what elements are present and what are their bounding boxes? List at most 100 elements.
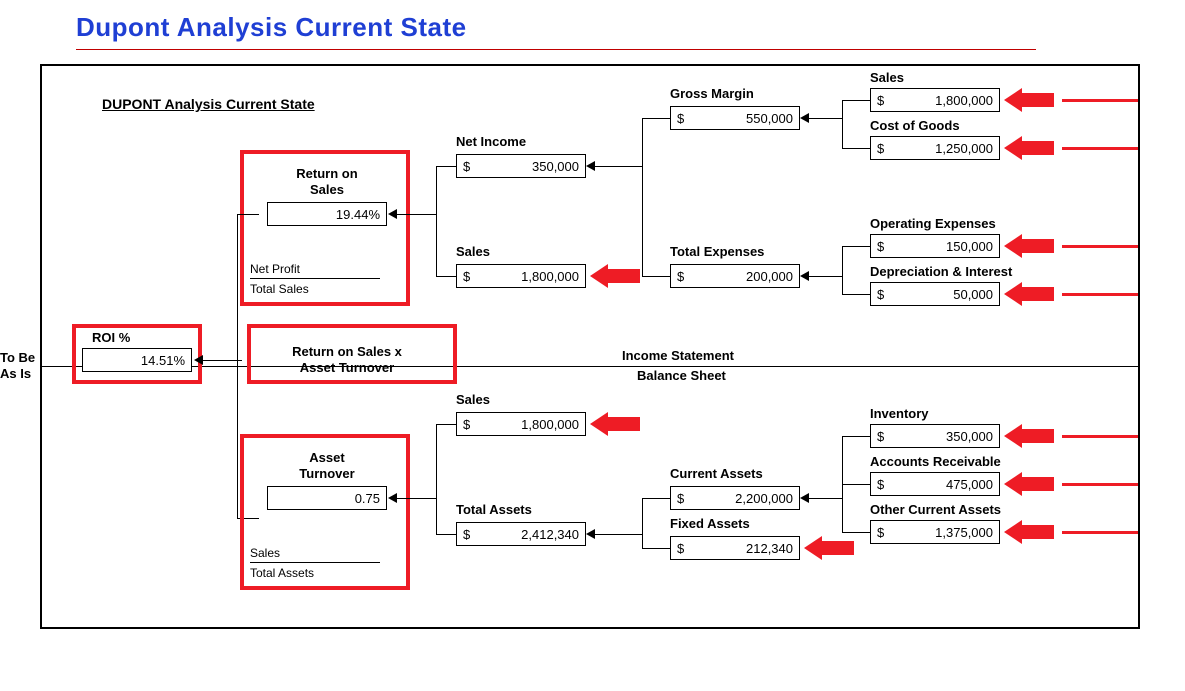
ros-valuebox: 19.44% (267, 202, 387, 226)
conn-ros-in (396, 214, 436, 215)
sales-b-valuebox: $ 1,800,000 (456, 412, 586, 436)
at-valuebox: 0.75 (267, 486, 387, 510)
edge-redline-3 (1062, 245, 1138, 248)
c4-ni-bracket-v (642, 118, 643, 276)
sales-b-cur: $ (463, 417, 470, 432)
total-assets-valuebox: $ 2,412,340 (456, 522, 586, 546)
total-exp-value: 200,000 (684, 269, 793, 284)
at-num: Sales (250, 546, 280, 560)
depint-cur: $ (877, 287, 884, 302)
at-den: Total Assets (250, 566, 314, 580)
midline (42, 366, 1138, 367)
depint-red-arrow-icon (1004, 286, 1054, 302)
net-income-value: 350,000 (470, 159, 579, 174)
ar-value: 475,000 (884, 477, 993, 492)
at-label1: Asset (267, 450, 387, 465)
c3-bracket-lower-h1 (436, 424, 456, 425)
fixed-assets-label: Fixed Assets (670, 516, 750, 531)
sales-c-value: 1,800,000 (884, 93, 993, 108)
oca-red-arrow-icon (1004, 524, 1054, 540)
roi-valuebox: 14.51% (82, 348, 192, 372)
midline-top-label: Income Statement (622, 348, 734, 363)
conn-mult-vert (237, 214, 238, 518)
sales-b-red-arrow-icon (590, 416, 640, 432)
sales-c-valuebox: $ 1,800,000 (870, 88, 1000, 112)
c4-ni-bracket-h2 (642, 276, 670, 277)
c4-ta-in (594, 534, 642, 535)
ros-label2: Sales (267, 182, 387, 197)
page-root: Dupont Analysis Current State To Be As I… (0, 0, 1185, 691)
oca-label: Other Current Assets (870, 502, 1001, 517)
arrow-ta-icon (586, 529, 595, 539)
c3-bracket-upper-h1 (436, 166, 456, 167)
ros-label1: Return on (267, 166, 387, 181)
ar-valuebox: $ 475,000 (870, 472, 1000, 496)
gross-margin-value: 550,000 (684, 111, 793, 126)
inventory-label: Inventory (870, 406, 929, 421)
ros-den: Total Sales (250, 282, 309, 296)
sales-c-cur: $ (877, 93, 884, 108)
sales-a-valuebox: $ 1,800,000 (456, 264, 586, 288)
cogs-value: 1,250,000 (884, 141, 993, 156)
fixed-assets-valuebox: $ 212,340 (670, 536, 800, 560)
inventory-cur: $ (877, 429, 884, 444)
net-income-valuebox: $ 350,000 (456, 154, 586, 178)
sales-b-value: 1,800,000 (470, 417, 579, 432)
c3-bracket-upper-h2 (436, 276, 456, 277)
c5-te-h2 (842, 294, 870, 295)
conn-roi-mult (202, 360, 242, 361)
opexp-valuebox: $ 150,000 (870, 234, 1000, 258)
conn-ros-h (237, 214, 259, 215)
conn-at-h (237, 518, 259, 519)
c3-bracket-lower-h2 (436, 534, 456, 535)
edge-redline-2 (1062, 147, 1138, 150)
c4-ta-bracket-h2 (642, 548, 670, 549)
arrow-at-icon (388, 493, 397, 503)
at-rule (250, 562, 380, 563)
inventory-red-arrow-icon (1004, 428, 1054, 444)
depint-valuebox: $ 50,000 (870, 282, 1000, 306)
arrow-roi-icon (194, 355, 203, 365)
edge-redline-1 (1062, 99, 1138, 102)
fixed-assets-cur: $ (677, 541, 684, 556)
c5-ca-h1 (842, 436, 870, 437)
inventory-valuebox: $ 350,000 (870, 424, 1000, 448)
sales-c-label: Sales (870, 70, 904, 85)
ros-num: Net Profit (250, 262, 300, 276)
oca-valuebox: $ 1,375,000 (870, 520, 1000, 544)
title-underline (76, 49, 1036, 50)
gross-margin-valuebox: $ 550,000 (670, 106, 800, 130)
c4-ta-bracket-v (642, 498, 643, 548)
diagram-subtitle: DUPONT Analysis Current State (102, 96, 315, 112)
c4-ni-bracket-h1 (642, 118, 670, 119)
page-title: Dupont Analysis Current State (76, 12, 1169, 43)
ar-label: Accounts Receivable (870, 454, 1001, 469)
oca-cur: $ (877, 525, 884, 540)
roi-value: 14.51% (89, 353, 185, 368)
side-label-as-is: As Is (0, 366, 31, 381)
cogs-cur: $ (877, 141, 884, 156)
sales-a-label: Sales (456, 244, 490, 259)
c5-ca-h2 (842, 484, 870, 485)
c5-te-v (842, 246, 843, 294)
c3-bracket-upper-v (436, 166, 437, 276)
cur-assets-valuebox: $ 2,200,000 (670, 486, 800, 510)
gross-margin-label: Gross Margin (670, 86, 754, 101)
edge-redline-4 (1062, 293, 1138, 296)
sales-c-red-arrow-icon (1004, 92, 1054, 108)
total-assets-cur: $ (463, 527, 470, 542)
c5-ca-in (808, 498, 842, 499)
diagram-canvas: To Be As Is DUPONT Analysis Current Stat… (40, 64, 1140, 629)
ros-value: 19.44% (274, 207, 380, 222)
opexp-cur: $ (877, 239, 884, 254)
c5-gm-v (842, 100, 843, 148)
cogs-label: Cost of Goods (870, 118, 960, 133)
c5-gm-in (808, 118, 842, 119)
c5-gm-h2 (842, 148, 870, 149)
oca-value: 1,375,000 (884, 525, 993, 540)
arrow-te-icon (800, 271, 809, 281)
opexp-label: Operating Expenses (870, 216, 996, 231)
depint-value: 50,000 (884, 287, 993, 302)
cogs-red-arrow-icon (1004, 140, 1054, 156)
sales-a-cur: $ (463, 269, 470, 284)
